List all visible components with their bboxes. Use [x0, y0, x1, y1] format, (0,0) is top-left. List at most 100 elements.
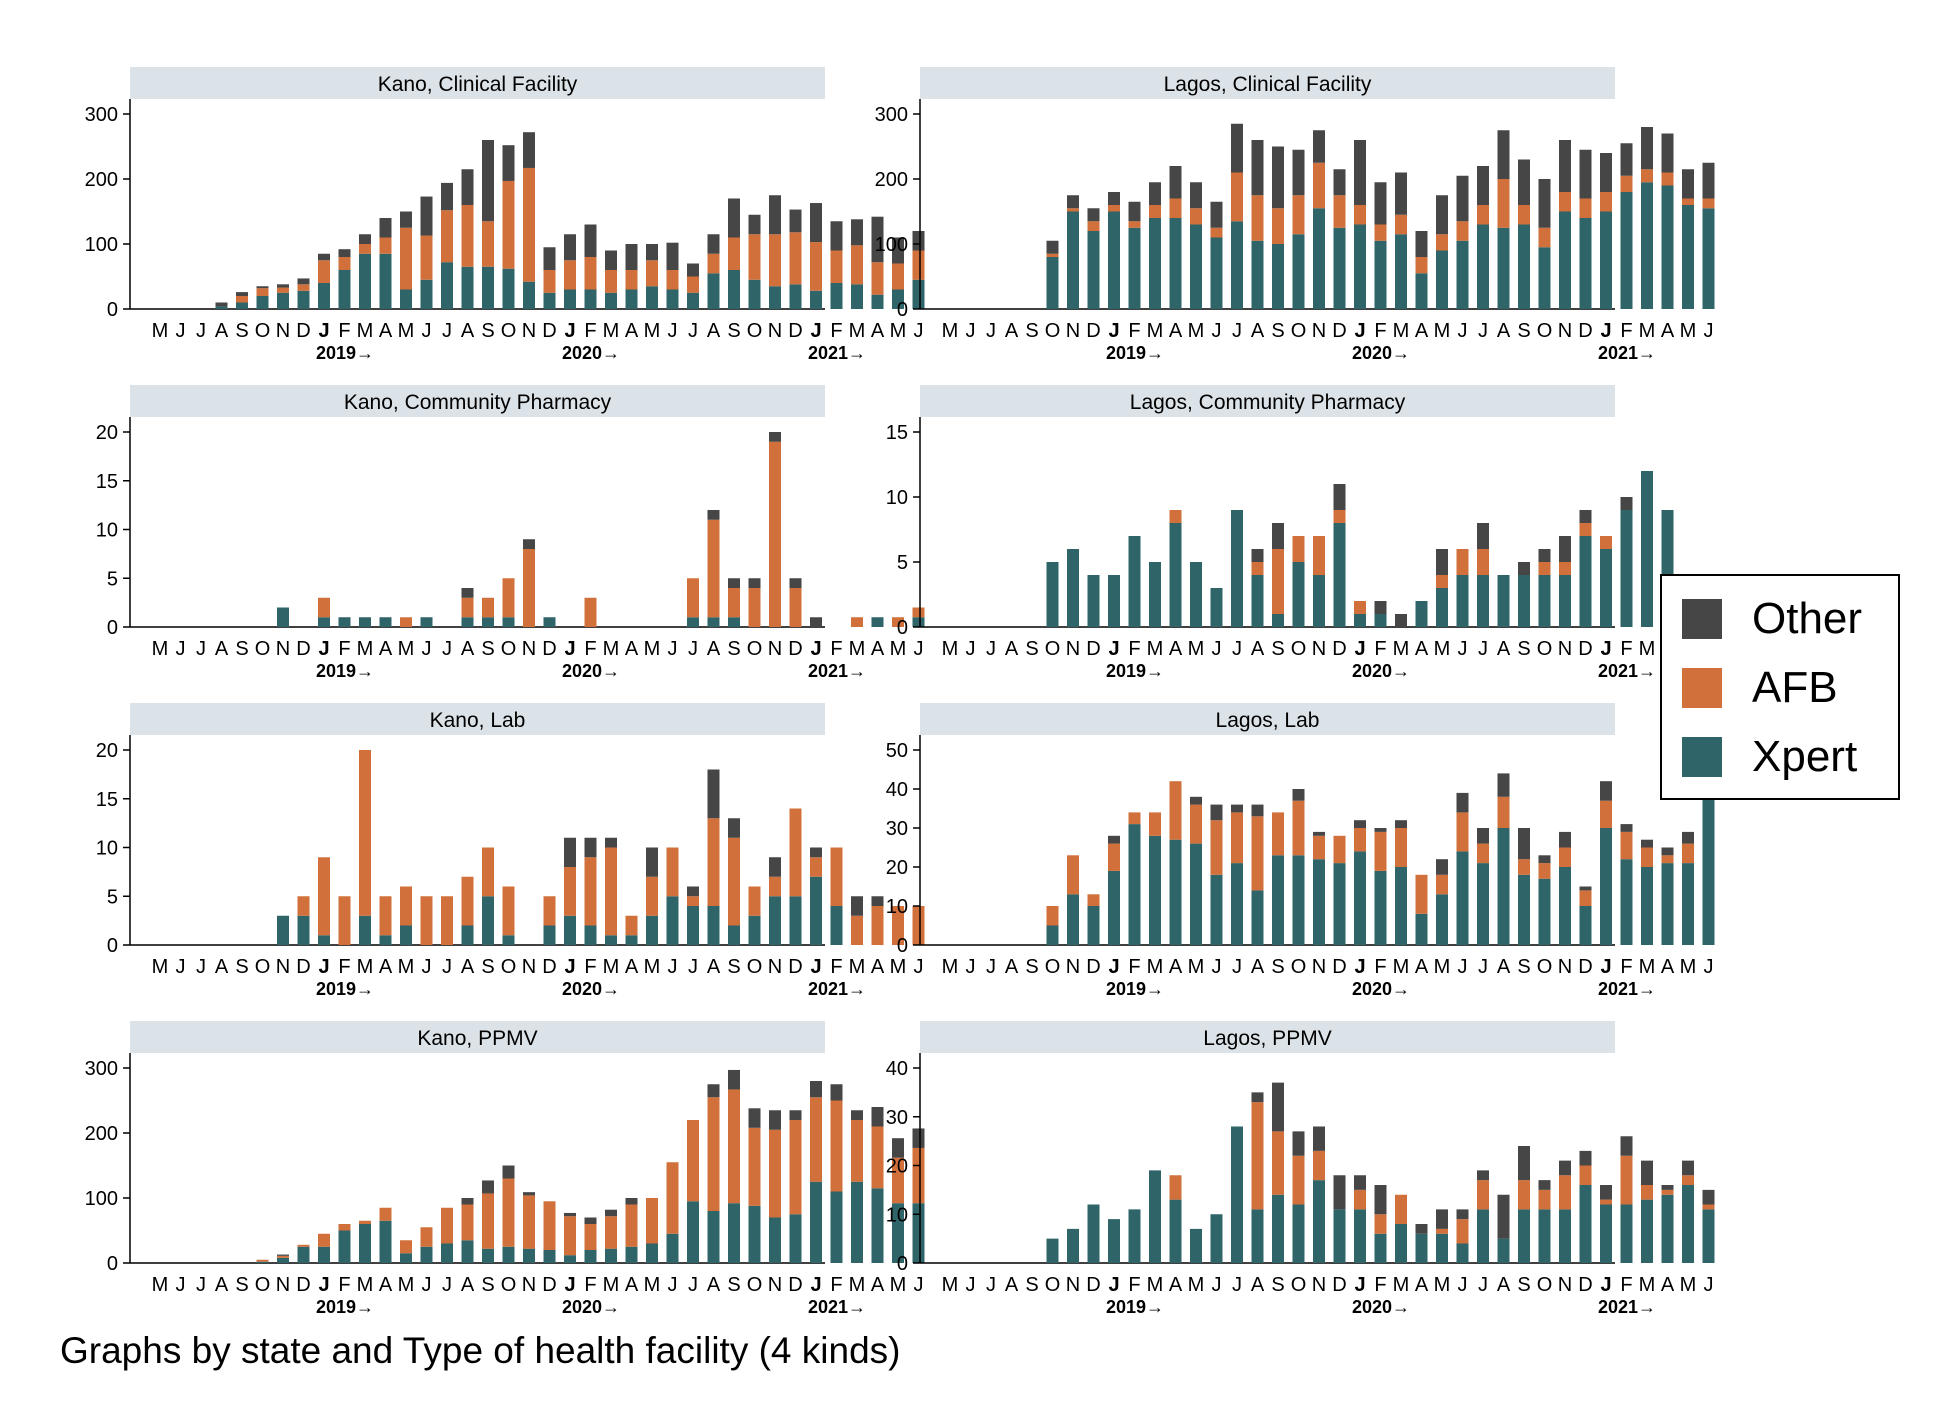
- bar-afb: [1210, 227, 1223, 238]
- bar-other: [1682, 1160, 1694, 1176]
- x-tick-label: J: [564, 638, 575, 660]
- x-tick-label: M: [357, 638, 374, 660]
- bar-other: [1333, 484, 1346, 510]
- x-tick-label: S: [1025, 1274, 1038, 1296]
- bar-other: [810, 1081, 822, 1098]
- x-tick-label: M: [152, 638, 169, 660]
- bar-afb: [1128, 812, 1141, 825]
- x-tick-label: A: [707, 1274, 721, 1296]
- x-tick-label: O: [747, 320, 763, 342]
- panel-strip: [920, 385, 1615, 417]
- bar-afb: [748, 234, 761, 280]
- x-tick-label: O: [501, 1274, 517, 1296]
- bar-xpert: [1046, 925, 1059, 945]
- bar-other: [1374, 182, 1387, 225]
- x-tick-label: J: [914, 956, 924, 978]
- bar-afb: [1620, 175, 1633, 192]
- x-tick-label: M: [1680, 1274, 1697, 1296]
- bar-xpert: [1333, 523, 1346, 627]
- bar-xpert: [1518, 1209, 1530, 1263]
- x-tick-label: J: [1458, 1274, 1468, 1296]
- bar-xpert: [1374, 1233, 1387, 1263]
- x-tick-label: D: [788, 320, 802, 342]
- x-tick-label: A: [215, 1274, 229, 1296]
- x-tick-label: D: [296, 320, 310, 342]
- bar-afb: [564, 867, 576, 916]
- bar-other: [502, 145, 515, 181]
- y-tick-label: 20: [886, 1156, 908, 1178]
- x-tick-label: J: [1478, 638, 1488, 660]
- bar-xpert: [1395, 867, 1407, 945]
- bar-xpert: [830, 283, 843, 309]
- bar-afb: [1313, 162, 1325, 209]
- x-tick-label: N: [1312, 638, 1326, 660]
- x-tick-label: O: [1045, 320, 1061, 342]
- bar-afb: [1190, 208, 1202, 225]
- bar-afb: [1600, 536, 1612, 549]
- bar-other: [748, 1108, 761, 1128]
- legend-item-xpert: Xpert: [1682, 732, 1857, 781]
- bar-other: [297, 278, 310, 285]
- x-tick-label: M: [849, 956, 866, 978]
- y-tick-label: 10: [886, 896, 908, 918]
- bar-other: [564, 234, 576, 261]
- bar-xpert: [1661, 863, 1674, 945]
- bar-xpert: [502, 935, 515, 945]
- bar-other: [1415, 231, 1428, 257]
- bar-afb: [297, 1244, 310, 1247]
- bar-xpert: [1333, 863, 1346, 945]
- x-tick-label: J: [442, 320, 452, 342]
- bar-afb: [1395, 828, 1407, 867]
- y-tick-label: 10: [96, 838, 118, 860]
- x-tick-label: A: [625, 638, 639, 660]
- x-tick-label: M: [357, 956, 374, 978]
- bar-xpert: [1067, 894, 1079, 945]
- x-tick-label: J: [442, 956, 452, 978]
- bar-afb: [1272, 549, 1284, 614]
- bar-other: [1128, 201, 1141, 222]
- x-tick-label: J: [318, 638, 329, 660]
- bar-other: [1374, 601, 1387, 614]
- x-tick-label: A: [1415, 638, 1429, 660]
- bar-afb: [1046, 906, 1059, 926]
- x-tick-label: J: [1232, 1274, 1242, 1296]
- bar-afb: [1456, 549, 1469, 575]
- x-tick-label: S: [481, 956, 494, 978]
- x-tick-label: J: [196, 1274, 206, 1296]
- x-tick-label: S: [1517, 638, 1530, 660]
- y-tick-label: 0: [107, 1253, 118, 1275]
- x-tick-label: M: [1188, 638, 1205, 660]
- bar-xpert: [1518, 224, 1530, 309]
- bar-afb: [1354, 1189, 1366, 1210]
- x-tick-label: S: [1517, 1274, 1530, 1296]
- x-tick-label: A: [1415, 320, 1429, 342]
- bar-afb: [461, 876, 474, 926]
- bar-afb: [687, 1120, 699, 1202]
- panel-title: Kano, Lab: [430, 709, 526, 732]
- bar-other: [1559, 831, 1571, 848]
- bar-afb: [1251, 562, 1264, 575]
- x-tick-label: A: [1661, 956, 1675, 978]
- x-tick-label: D: [788, 1274, 802, 1296]
- bar-afb: [789, 588, 802, 627]
- bar-xpert: [1210, 1214, 1223, 1263]
- x-tick-label: F: [1128, 956, 1140, 978]
- year-label: 2020→: [1352, 661, 1410, 681]
- panel-strip: [920, 703, 1615, 735]
- bar-other: [1702, 1189, 1715, 1205]
- x-tick-label: N: [1066, 1274, 1080, 1296]
- bar-xpert: [1395, 1224, 1407, 1263]
- x-tick-label: O: [255, 1274, 271, 1296]
- year-label: 2020→: [562, 1297, 620, 1317]
- bar-afb: [666, 270, 679, 290]
- bar-afb: [379, 1207, 392, 1221]
- panel-title: Lagos, Community Pharmacy: [1130, 391, 1406, 414]
- bar-other: [1477, 828, 1489, 844]
- bar-afb: [748, 1127, 761, 1206]
- bar-other: [748, 214, 761, 235]
- x-tick-label: S: [1271, 320, 1284, 342]
- x-tick-label: N: [768, 956, 782, 978]
- bar-other: [851, 896, 863, 916]
- bar-afb: [502, 1178, 515, 1247]
